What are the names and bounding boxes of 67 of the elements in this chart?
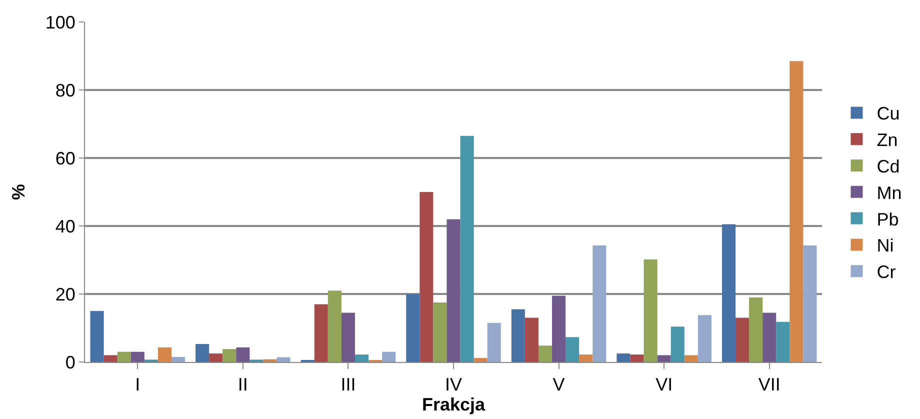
bar xyxy=(487,322,501,362)
bar xyxy=(524,318,538,362)
bar xyxy=(698,315,712,362)
bar xyxy=(511,309,525,362)
bar xyxy=(722,224,736,362)
x-tick-label: IV xyxy=(444,374,462,395)
y-tick-label: 40 xyxy=(55,216,76,236)
x-axis-title: Frakcja xyxy=(422,394,486,415)
bar xyxy=(790,61,804,362)
y-tick-label: 80 xyxy=(55,80,76,100)
bar xyxy=(171,356,186,362)
bar xyxy=(328,290,342,362)
bar xyxy=(222,349,236,362)
bar xyxy=(592,245,606,362)
x-tick-label: VI xyxy=(656,374,673,395)
y-axis-title: % xyxy=(8,184,29,200)
legend-label: Cr xyxy=(876,262,896,282)
bar xyxy=(104,355,118,362)
legend-label: Pb xyxy=(876,209,899,230)
bar xyxy=(474,358,488,362)
legend-label: Cd xyxy=(876,156,900,177)
x-tick-label: VII xyxy=(758,374,780,395)
bar xyxy=(776,322,790,362)
bar xyxy=(158,347,172,362)
bar xyxy=(90,311,104,362)
legend-label: Ni xyxy=(876,236,894,256)
bar xyxy=(670,326,684,362)
bar xyxy=(657,355,671,362)
y-tick-label: 20 xyxy=(55,284,76,304)
bar xyxy=(130,352,144,362)
bar xyxy=(276,357,290,362)
bar xyxy=(236,347,250,362)
bar xyxy=(762,312,776,362)
bar xyxy=(314,304,328,362)
bar xyxy=(644,259,658,362)
bar xyxy=(420,192,434,362)
legend-label: Zn xyxy=(876,130,898,150)
bar xyxy=(446,219,460,362)
bar xyxy=(579,354,593,362)
legend-label: Cu xyxy=(876,104,900,124)
bar xyxy=(616,354,630,362)
legend-label: Mn xyxy=(876,182,902,203)
x-tick-label: III xyxy=(340,374,356,395)
bar xyxy=(749,297,763,362)
bar xyxy=(460,136,474,362)
bar xyxy=(196,344,210,362)
y-tick-label: 0 xyxy=(65,352,76,372)
bar xyxy=(341,312,355,362)
bar xyxy=(552,296,566,362)
x-tick-label: V xyxy=(552,374,565,395)
bar xyxy=(630,354,644,362)
bar xyxy=(209,354,223,362)
bar xyxy=(684,355,698,362)
bar xyxy=(538,346,552,362)
y-tick-label: 60 xyxy=(55,148,76,168)
bar xyxy=(736,318,750,362)
bar xyxy=(354,354,369,362)
bar xyxy=(382,352,396,362)
bar xyxy=(803,245,817,362)
x-tick-label: I xyxy=(135,374,140,395)
y-tick-label: 100 xyxy=(45,12,76,32)
x-tick-label: II xyxy=(238,374,248,395)
bar xyxy=(433,302,447,362)
bar xyxy=(263,359,277,362)
bar xyxy=(566,337,580,362)
bar xyxy=(117,352,131,362)
bar xyxy=(406,294,420,362)
